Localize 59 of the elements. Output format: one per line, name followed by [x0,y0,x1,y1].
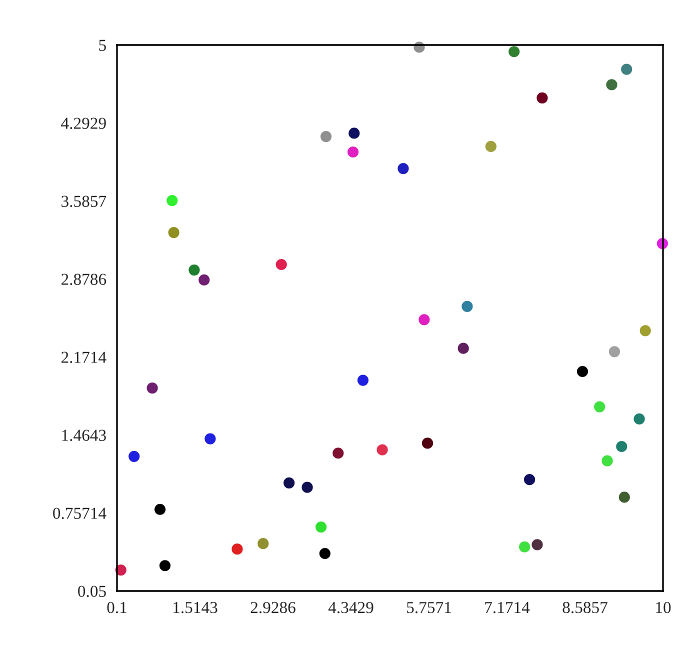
x-tick-label: 8.5857 [562,602,608,614]
point [166,194,178,206]
point [168,226,180,238]
point [332,448,344,459]
point [232,544,243,555]
point [347,146,359,158]
y-tick-label: 2.8786 [61,274,106,286]
x-tick-label: 4.3429 [328,602,374,614]
y-tick-label: 4.2929 [61,118,106,130]
y-tick-label: 1.4643 [62,430,106,442]
point [621,64,632,75]
point [128,450,140,462]
point [608,346,620,358]
x-tick-label: 10 [656,602,671,614]
point [198,274,210,286]
point [508,46,520,58]
x-tick-label: 1.5143 [174,602,218,614]
point [319,548,330,560]
point [154,504,166,515]
point [616,440,628,452]
point [302,482,313,493]
point [602,455,613,466]
point [188,264,200,276]
point [348,128,360,139]
point [576,366,588,378]
point [146,382,158,394]
point [485,140,496,152]
point [532,539,543,550]
point [458,342,469,354]
point [418,314,430,326]
point [524,474,536,486]
point [594,401,606,412]
y-tick-label: 2.1714 [61,352,106,364]
point [204,433,216,444]
point [536,92,548,104]
y-tick-label: 5 [99,40,106,51]
point [316,521,327,533]
point [276,258,287,270]
point [398,162,409,174]
point [320,130,332,142]
x-tick-label: 2.9286 [250,602,296,614]
point [640,325,651,336]
point [606,79,618,90]
point [422,438,434,449]
point [519,541,530,552]
point [618,492,630,503]
point [258,538,269,550]
point [634,413,645,424]
point [159,560,171,572]
x-tick-label: 0.1 [107,602,126,614]
x-tick-label: 5.7571 [407,602,451,614]
point [376,444,388,456]
point [357,374,369,386]
y-tick-label: 0.05 [78,586,106,598]
x-tick-label: 7.1714 [485,602,530,614]
y-tick-label: 3.5857 [62,196,106,208]
y-tick-label: 0.75714 [53,508,106,520]
point [284,477,295,488]
point [462,300,473,312]
